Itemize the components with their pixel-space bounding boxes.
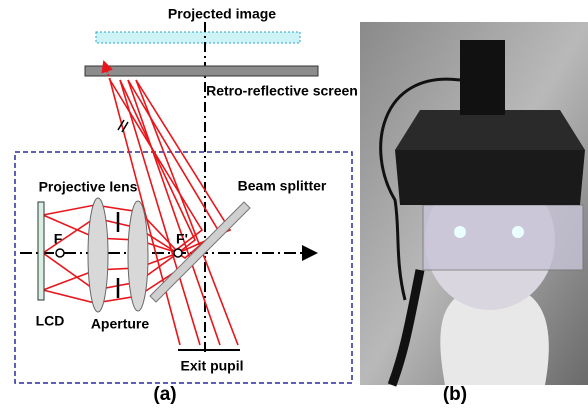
projected-image-label: Projected image: [168, 6, 276, 22]
panel-b: (b): [360, 22, 588, 405]
caption: (a): [153, 384, 176, 405]
focal-point: [174, 249, 182, 257]
aperture-label: Aperture: [91, 316, 150, 332]
focal-point-label: F': [176, 231, 188, 247]
lcd: [38, 202, 44, 300]
figure: Projected image Retro-reflective screen …: [0, 0, 588, 411]
screen-label: Retro-reflective screen: [206, 83, 358, 99]
focal-point: [56, 249, 64, 257]
lens: [88, 198, 108, 312]
helmet: [395, 150, 585, 205]
beam-splitter-label: Beam splitter: [238, 178, 327, 194]
exit-pupil-label: Exit pupil: [181, 358, 244, 374]
panel-a: Projected image Retro-reflective screen …: [15, 6, 358, 405]
projected-image: [96, 32, 300, 43]
helmet-top: [395, 110, 585, 150]
eye: [512, 226, 524, 238]
caption: (b): [443, 384, 467, 405]
camera: [460, 40, 505, 115]
eye: [454, 226, 466, 238]
focal-point-label: F: [54, 231, 63, 247]
lcd-label: LCD: [36, 313, 65, 329]
visor: [423, 205, 583, 270]
lens-label: Projective lens: [39, 179, 138, 195]
screen: [85, 66, 318, 76]
lens: [128, 201, 148, 311]
